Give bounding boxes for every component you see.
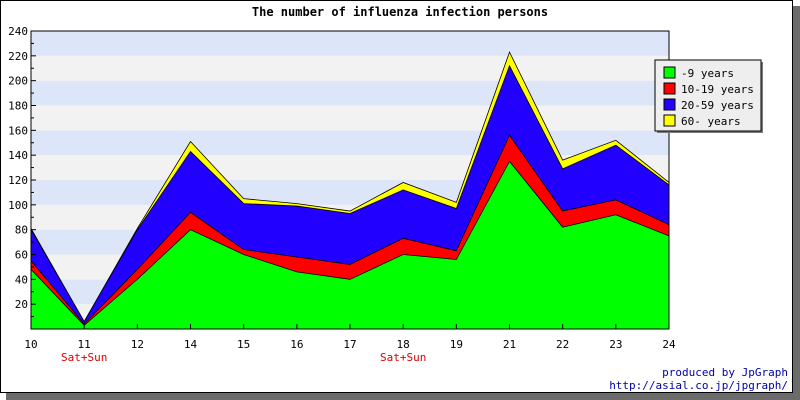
legend: -9 years 10-19 years 20-59 years 60- years [654,59,763,133]
legend-swatch [663,98,676,111]
area-9-years [30,160,670,330]
area-series [30,51,670,330]
x-tick-label: 24 [662,338,676,351]
y-axis: 20 40 60 80 100 120 140 160 180 200 220 240 [8,25,36,318]
y-tick-label: 200 [8,75,28,88]
credit-text: produced by JpGraph http://asial.co.jp/j… [609,366,788,392]
frame-shadow-right [793,6,800,400]
x-tick-label: 21 [503,338,516,351]
legend-swatch [663,82,676,95]
x-tick-label: 11 [78,338,91,351]
x-tick-label: 12 [131,338,144,351]
y-tick-label: 240 [8,25,28,38]
y-tick-label: 40 [15,273,28,286]
legend-label: 60- years [681,115,741,128]
legend-swatch [663,114,676,127]
y-tick-label: 80 [15,224,28,237]
x-tick-label: 18 [397,338,410,351]
x-tick-label: 23 [609,338,622,351]
legend-swatch [663,66,676,79]
x-tick-label: 16 [290,338,303,351]
grid-band [31,55,669,81]
legend-label: 20-59 years [681,99,754,112]
x-tick-label: 19 [450,338,463,351]
y-tick-label: 220 [8,50,28,63]
grid-band [31,31,669,56]
y-tick-label: 140 [8,149,28,162]
chart-title: The number of influenza infection person… [251,5,549,19]
y-tick-label: 60 [15,249,28,262]
x-tick-label: 10 [24,338,37,351]
y-tick-label: 100 [8,199,28,212]
x-tick-label: 22 [556,338,569,351]
y-tick-label: 120 [8,174,28,187]
frame-shadow-bottom [6,393,800,400]
y-tick-label: 180 [8,100,28,113]
y-tick-label: 160 [8,124,28,137]
legend-label: 10-19 years [681,83,754,96]
grid-band [31,80,669,106]
credit-line-1: produced by JpGraph [662,366,788,379]
x-annotation-weekend: Sat+Sun [380,351,426,364]
x-annotation-weekend: Sat+Sun [61,351,107,364]
credit-line-2: http://asial.co.jp/jpgraph/ [609,379,788,392]
x-axis: 10 11 12 14 15 16 17 18 19 21 22 23 24 Sat+Sun Sat+Sun [24,324,676,364]
grid-band [31,130,669,156]
grid-band [31,105,669,131]
legend-label: -9 years [681,67,734,80]
x-tick-label: 14 [184,338,198,351]
y-tick-label: 20 [15,298,28,311]
x-tick-label: 15 [237,338,250,351]
x-tick-label: 17 [343,338,356,351]
